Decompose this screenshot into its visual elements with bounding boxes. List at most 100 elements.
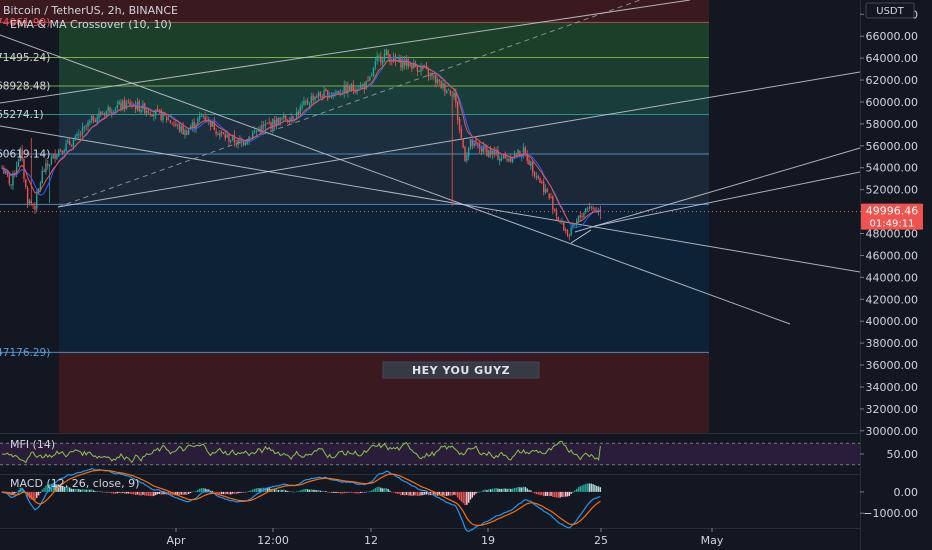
macd-histogram-bar	[400, 491, 402, 496]
candle-body	[449, 90, 452, 95]
macd-histogram-bar	[127, 491, 129, 494]
macd-histogram-bar	[497, 488, 499, 492]
candle-body	[209, 119, 212, 127]
fib-zones	[0, 0, 709, 433]
macd-histogram-bar	[544, 491, 547, 496]
candle-body	[513, 153, 516, 159]
mfi-tick-label: 50.00	[887, 448, 919, 461]
fib-label: (65274.1)	[0, 109, 44, 121]
candle-body	[431, 72, 433, 76]
macd-histogram-bar	[103, 491, 106, 493]
time-tick-label: 19	[481, 534, 495, 547]
price-tick-label: 38000.00	[866, 337, 919, 350]
macd-histogram-bar	[561, 491, 563, 497]
mfi-title[interactable]: MFI (14)	[10, 438, 55, 451]
macd-histogram-bar	[458, 491, 461, 500]
macd-histogram-bar	[107, 491, 109, 493]
macd-title[interactable]: MACD (12, 26, close, 9)	[10, 477, 139, 490]
macd-histogram-bar	[510, 488, 512, 492]
symbol-title[interactable]: Bitcoin / TetherUS, 2h, BINANCE	[3, 4, 178, 17]
macd-histogram-bar	[292, 491, 294, 493]
last-price-value: 49996.46	[866, 205, 919, 218]
candle-body	[147, 110, 150, 113]
candle-body	[440, 80, 442, 89]
macd-histogram-bar	[70, 488, 73, 492]
candle-body	[504, 156, 506, 159]
macd-histogram-bar	[94, 491, 97, 492]
candle-body	[506, 159, 508, 161]
trend-lines	[0, 0, 861, 325]
price-axis-bg[interactable]	[860, 0, 932, 550]
macd-histogram-bar	[380, 487, 382, 492]
candle-body	[273, 120, 276, 127]
candle-body	[370, 75, 373, 77]
macd-histogram-bar	[197, 489, 199, 492]
macd-histogram-bar	[422, 491, 424, 496]
fib-zone	[59, 85, 709, 115]
macd-histogram-bar	[125, 491, 128, 494]
candle-body	[191, 122, 194, 128]
candle-body	[275, 118, 278, 127]
macd-histogram-bar	[305, 488, 307, 492]
candle-body	[308, 103, 311, 105]
macd-histogram-bar	[522, 486, 525, 492]
candle-body	[566, 229, 569, 236]
macd-histogram-bar	[484, 489, 486, 492]
candle-body	[392, 56, 395, 62]
macd-histogram-bar	[63, 486, 65, 492]
candle-body	[338, 91, 340, 94]
candle-body	[546, 189, 549, 193]
candle-body	[36, 193, 38, 209]
candle-body	[469, 139, 472, 148]
macd-histogram-bar	[563, 491, 565, 498]
macd-histogram-bar	[219, 491, 221, 495]
macd-histogram-bar	[295, 491, 298, 492]
candle-body	[173, 124, 175, 126]
macd-histogram-bar	[327, 491, 329, 493]
macd-histogram-bar	[153, 491, 155, 496]
macd-histogram-bar	[301, 489, 303, 492]
macd-histogram-bar	[597, 486, 600, 492]
macd-histogram-bar	[588, 483, 591, 492]
candle-body	[435, 75, 437, 83]
fib-label: (68928.48)	[0, 81, 50, 93]
fib-zone	[59, 57, 709, 86]
macd-histogram-bar	[189, 491, 192, 494]
candle-body	[350, 84, 353, 92]
annotation-box[interactable]: HEY YOU GUYZ	[382, 361, 540, 379]
candle-body	[198, 115, 201, 120]
candle-body	[30, 200, 32, 204]
candle-body	[149, 113, 151, 115]
macd-histogram-bar	[59, 485, 62, 492]
candle-body	[266, 122, 269, 124]
macd-tick-label: −1000.00	[863, 507, 918, 520]
candle-body	[447, 89, 450, 91]
price-tick-label: 42000.00	[866, 293, 919, 306]
candle-body	[162, 112, 164, 120]
macd-histogram-bar	[224, 491, 226, 495]
candle-body	[526, 153, 528, 161]
currency-badge-bg[interactable]	[865, 2, 915, 19]
macd-histogram-bar	[424, 491, 426, 495]
mfi-line	[1, 440, 601, 464]
macd-histogram-bar	[244, 491, 247, 493]
time-axis[interactable]: Apr 12:00 12 19 25 May	[166, 528, 724, 547]
candle-body	[107, 107, 109, 111]
candle-body	[478, 144, 481, 149]
candle-body	[19, 148, 21, 161]
indicator-title[interactable]: EMA & MA Crossover (10, 10)	[10, 18, 172, 31]
macd-histogram-bar	[493, 488, 495, 492]
macd-histogram-bar	[418, 491, 420, 497]
candle-body	[200, 115, 203, 117]
candle-body	[145, 110, 148, 114]
candle-body	[570, 227, 572, 236]
candle-body	[47, 163, 49, 166]
macd-histogram-bar	[564, 491, 567, 497]
price-tick-label: 36000.00	[866, 359, 919, 372]
macd-histogram-bar	[411, 491, 413, 497]
candle-body	[79, 134, 82, 135]
macd-histogram-bar	[552, 491, 554, 497]
candle-body	[171, 123, 173, 125]
macd-histogram-bar	[259, 488, 261, 492]
macd-histogram-bar	[202, 487, 204, 492]
